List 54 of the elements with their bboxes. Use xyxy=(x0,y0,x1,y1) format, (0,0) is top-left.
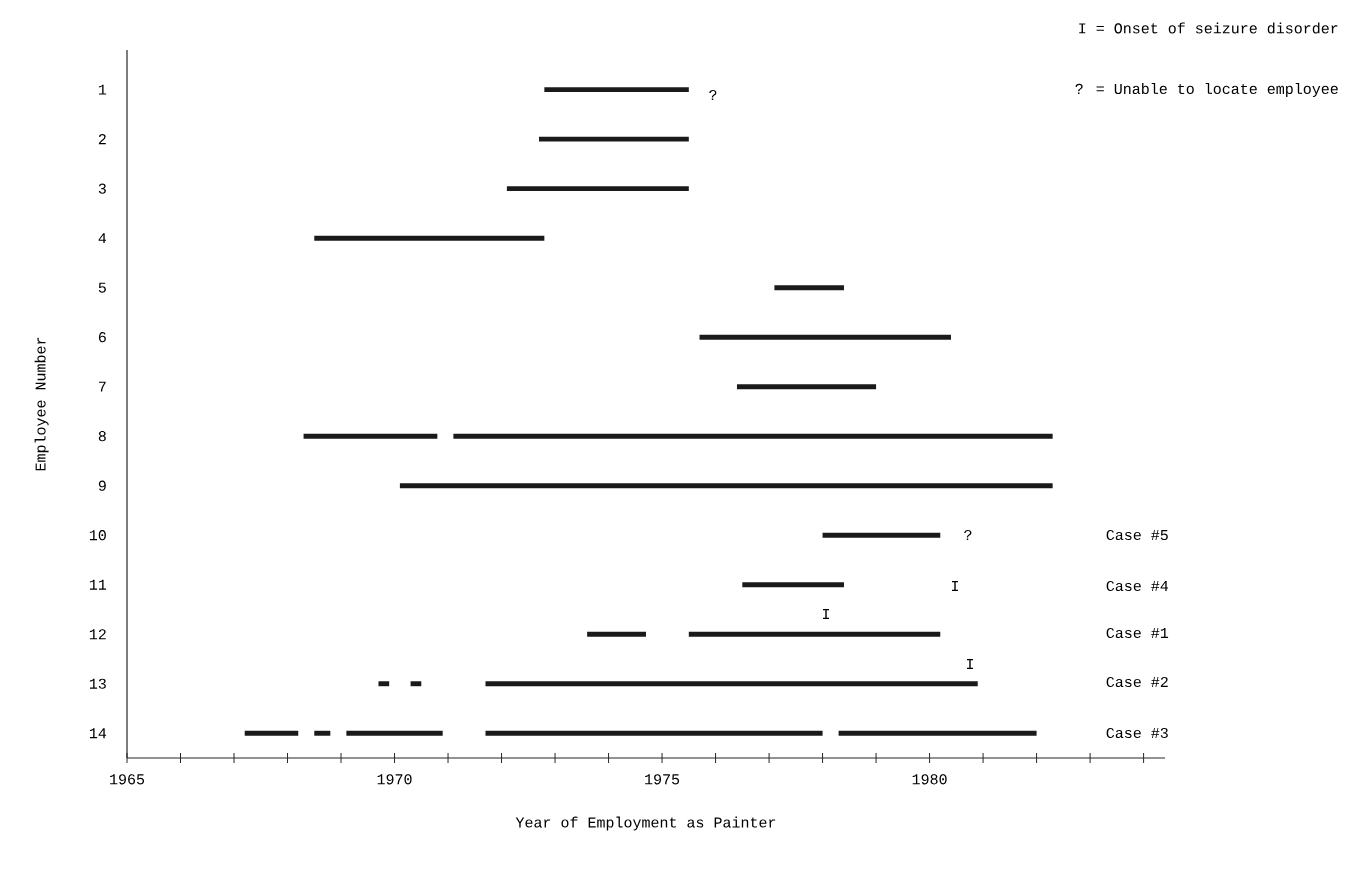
bar xyxy=(742,582,844,588)
bar xyxy=(544,87,689,93)
bar xyxy=(736,384,877,390)
y-tick-label: 14 xyxy=(89,728,107,739)
bar xyxy=(485,730,823,736)
bar xyxy=(410,681,422,687)
text: I = Onset of seizure disorder xyxy=(1079,22,1338,34)
bar xyxy=(399,483,1053,489)
x-axis-title: Year of Employment as Painter xyxy=(515,816,776,831)
y-tick-label: 3 xyxy=(98,183,106,194)
bar xyxy=(314,235,545,241)
y-tick-label: 7 xyxy=(98,381,106,392)
bar xyxy=(346,730,443,736)
bar xyxy=(699,334,951,340)
y-tick-label: 12 xyxy=(89,629,106,640)
y-axis-title: Employee Number xyxy=(34,337,49,471)
annotation: Case #5 xyxy=(1106,529,1168,541)
annotation: Case #4 xyxy=(1106,580,1169,592)
x-tick-label: 1965 xyxy=(110,774,145,785)
annotation: ? = Unable to locate employee xyxy=(1075,83,1338,97)
bar xyxy=(506,186,689,192)
bar xyxy=(303,433,438,439)
y-tick-label: 11 xyxy=(89,579,107,590)
x-tick-label: 1970 xyxy=(377,774,412,785)
x-tick-label: 1980 xyxy=(912,774,947,785)
bar xyxy=(838,730,1037,736)
bar xyxy=(539,136,689,142)
y-tick-label: 13 xyxy=(89,678,106,689)
bar xyxy=(774,285,844,291)
annotation: I xyxy=(951,581,958,591)
annotation: Case #2 xyxy=(1106,676,1168,688)
y-tick-label: 2 xyxy=(98,134,106,145)
y-tick-label: 8 xyxy=(98,431,106,442)
annotation: Case #1 xyxy=(1106,627,1169,639)
annotation: Case #3 xyxy=(1106,727,1168,739)
y-tick-label: 9 xyxy=(98,480,106,491)
bar xyxy=(587,631,647,637)
x-tick-label: 1975 xyxy=(645,774,680,785)
y-tick-label: 1 xyxy=(98,84,107,95)
annotation: I xyxy=(822,609,829,619)
bar xyxy=(688,631,941,637)
annotation: ? xyxy=(964,529,972,541)
bar xyxy=(822,532,941,538)
y-tick-label: 4 xyxy=(98,233,107,244)
annotation: ? xyxy=(709,89,717,101)
bar xyxy=(485,681,978,687)
bar xyxy=(244,730,299,736)
y-tick-label: 5 xyxy=(98,282,106,293)
bar xyxy=(378,681,390,687)
annotation: I xyxy=(966,659,973,669)
bar xyxy=(314,730,331,736)
bar xyxy=(453,433,1053,439)
y-tick-label: 6 xyxy=(98,332,106,343)
y-tick-label: 10 xyxy=(89,530,106,541)
